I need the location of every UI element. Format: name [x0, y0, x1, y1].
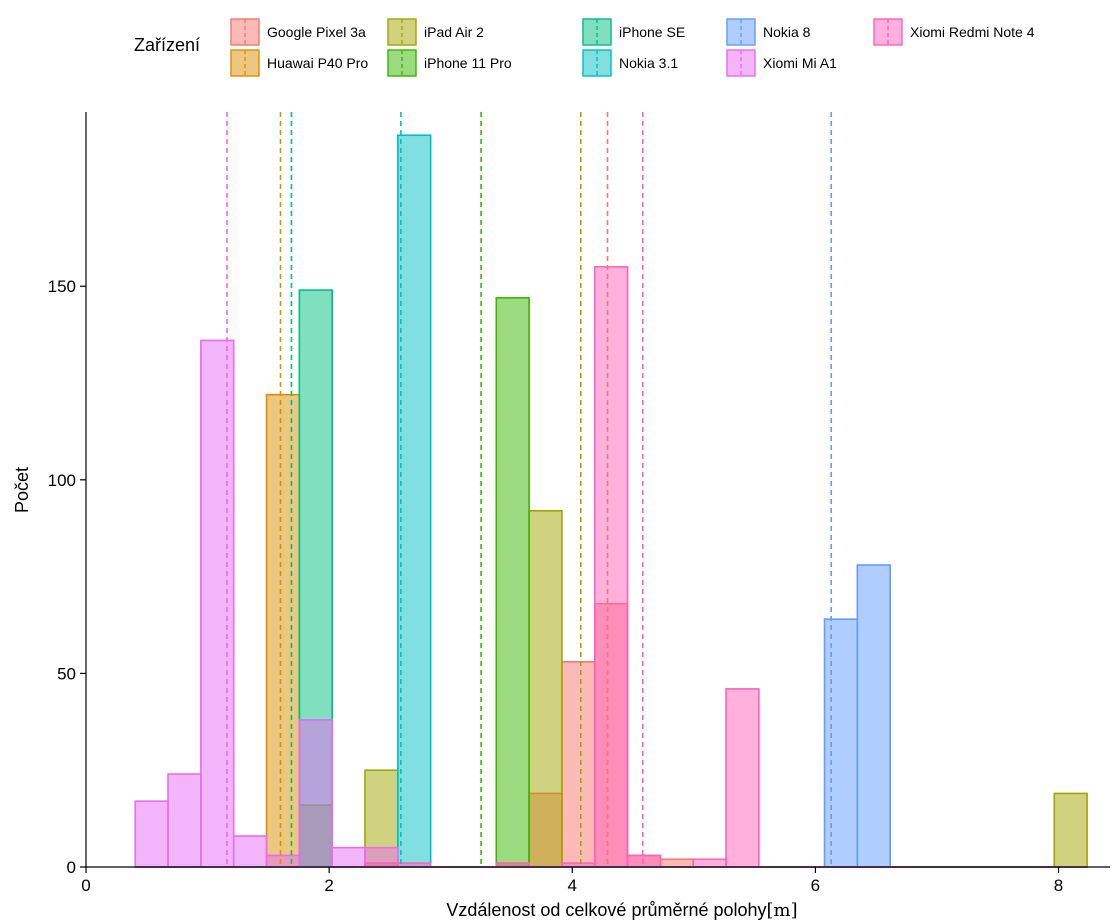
- bar: [593, 266, 629, 868]
- legend-label: Xiomi Mi A1: [763, 55, 837, 71]
- legend-label: Google Pixel 3a: [267, 24, 366, 40]
- axes-layer: 0 2 4 6 8 0 50 100 150 Vzdálenost od celkové prům…: [12, 112, 1110, 921]
- y-tick-label: 0: [67, 858, 76, 877]
- bar: [265, 393, 301, 868]
- bar: [528, 509, 563, 868]
- legend-item: iPad Air 2: [387, 18, 484, 46]
- x-tick-label: 6: [811, 876, 820, 895]
- bar: [200, 339, 235, 868]
- bar: [134, 800, 169, 868]
- x-tick-label: 4: [568, 876, 577, 895]
- bar: [298, 719, 333, 868]
- legend-label: Nokia 3.1: [619, 55, 678, 71]
- bar: [692, 858, 727, 868]
- bar: [823, 618, 859, 868]
- legend-item: Huawai P40 Pro: [230, 49, 368, 77]
- bars-layer: [134, 134, 1088, 868]
- bar: [232, 835, 268, 868]
- legend-item: Nokia 3.1: [582, 49, 678, 77]
- bar: [397, 134, 432, 868]
- legend-label: iPhone SE: [619, 24, 685, 40]
- y-axis-title: Počet: [12, 467, 32, 513]
- legend-item: iPhone 11 Pro: [387, 49, 512, 77]
- legend-item: Google Pixel 3a: [230, 18, 366, 46]
- legend-title: Zařízení: [134, 35, 200, 55]
- legend-label: Huawai P40 Pro: [267, 55, 368, 71]
- bar: [626, 854, 662, 868]
- x-axis-unit: [m]: [767, 900, 798, 921]
- x-axis-title-text: Vzdálenost od celkové průměrné polohy: [446, 900, 766, 920]
- legend-label: Xiomi Redmi Note 4: [910, 24, 1035, 40]
- bar: [331, 846, 366, 868]
- legend-item: Xiomi Redmi Note 4: [873, 18, 1035, 46]
- legend-item: iPhone SE: [582, 18, 685, 46]
- x-tick-label: 2: [324, 876, 333, 895]
- bar: [1053, 792, 1088, 868]
- bar: [659, 858, 695, 868]
- y-tick-label: 150: [48, 277, 76, 296]
- legend-label: Nokia 8: [763, 24, 811, 40]
- legend: Zařízení Google Pixel 3a Huawai P40 Pro iPa…: [134, 18, 1035, 77]
- bar: [856, 564, 891, 868]
- bar: [265, 854, 301, 868]
- bar: [561, 660, 596, 868]
- x-axis-title: Vzdálenost od celkové průměrné polohy[m]: [446, 900, 797, 921]
- legend-item: Nokia 8: [726, 18, 811, 46]
- x-tick-label: 0: [81, 876, 90, 895]
- x-tick-label: 8: [1054, 876, 1063, 895]
- legend-label: iPad Air 2: [424, 24, 484, 40]
- y-tick-label: 50: [57, 664, 76, 683]
- bar: [167, 773, 202, 868]
- legend-label: iPhone 11 Pro: [424, 55, 512, 71]
- legend-item: Xiomi Mi A1: [726, 49, 837, 77]
- bar: [725, 688, 760, 868]
- y-tick-label: 100: [48, 471, 76, 490]
- bar: [495, 297, 530, 868]
